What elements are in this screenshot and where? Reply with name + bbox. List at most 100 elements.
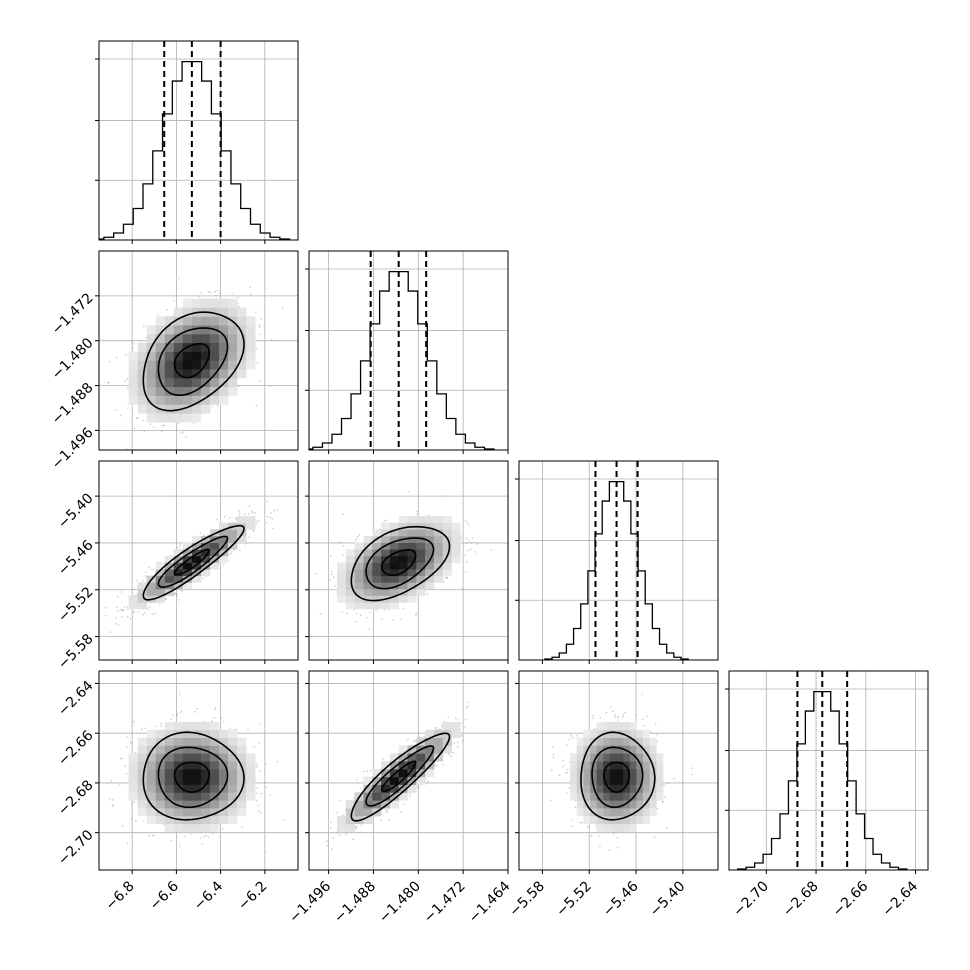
density-cell xyxy=(173,377,184,388)
density-cell xyxy=(173,351,184,361)
density-cell xyxy=(182,316,193,326)
scatter-point xyxy=(355,620,358,623)
density-cell xyxy=(173,395,184,405)
scatter-point xyxy=(127,407,129,409)
density-cell xyxy=(146,369,157,379)
scatter-point xyxy=(123,606,126,608)
scatter-panel-3-1: −1.496−1.488−1.480−1.472−1.464 xyxy=(286,670,514,926)
density-cell xyxy=(398,516,408,524)
scatter-point xyxy=(136,416,139,419)
scatter-point xyxy=(142,613,145,616)
density-cell xyxy=(182,542,193,550)
density-cell xyxy=(173,745,184,754)
density-cell xyxy=(137,753,148,762)
density-cell xyxy=(209,333,220,344)
scatter-point xyxy=(330,821,333,824)
density-cell xyxy=(155,815,166,824)
scatter-point xyxy=(112,804,115,806)
density-cell xyxy=(398,529,408,537)
scatter-point xyxy=(214,290,217,293)
density-cell xyxy=(337,588,347,596)
density-cell xyxy=(228,745,238,754)
density-cell xyxy=(237,536,247,543)
scatter-point xyxy=(417,787,420,789)
scatter-point xyxy=(417,785,420,787)
scatter-point xyxy=(170,839,173,842)
scatter-point xyxy=(314,799,316,801)
density-cell xyxy=(345,588,355,596)
density-cell xyxy=(433,516,444,524)
density-cell xyxy=(200,404,211,414)
density-cell xyxy=(407,529,417,537)
density-cell xyxy=(219,761,229,770)
scatter-point xyxy=(115,606,118,609)
density-cell xyxy=(228,529,238,537)
density-cell xyxy=(228,737,238,746)
scatter-point xyxy=(207,835,210,838)
density-cell xyxy=(246,342,256,352)
density-cell xyxy=(389,542,400,550)
density-cell xyxy=(372,555,382,563)
scatter-point xyxy=(234,517,237,520)
scatter-point xyxy=(229,553,232,555)
density-cell xyxy=(137,377,148,388)
scatter-point xyxy=(474,551,477,553)
scatter-point xyxy=(111,798,114,801)
density-cell xyxy=(228,360,238,370)
scatter-point xyxy=(385,811,388,814)
density-cell xyxy=(155,784,166,793)
scatter-point xyxy=(218,292,221,295)
density-cell xyxy=(128,761,138,770)
density-cell xyxy=(389,595,400,603)
density-cell xyxy=(237,745,247,754)
scatter-point xyxy=(194,711,196,713)
density-cell xyxy=(219,325,229,335)
density-cell xyxy=(155,588,166,596)
density-cell xyxy=(191,745,202,754)
scatter-point xyxy=(131,346,134,349)
density-cell xyxy=(372,562,382,570)
density-cell xyxy=(137,351,148,361)
scatter-point xyxy=(470,542,472,544)
density-cell xyxy=(173,342,184,352)
scatter-point xyxy=(134,819,137,822)
density-cell xyxy=(146,761,157,770)
density-cell xyxy=(137,761,148,770)
scatter-point xyxy=(385,519,388,522)
density-cell xyxy=(137,342,148,352)
density-cell xyxy=(451,555,461,563)
density-cell xyxy=(173,776,184,785)
density-cell xyxy=(191,776,202,785)
density-cell xyxy=(389,536,400,543)
contour-0 xyxy=(173,761,210,794)
scatter-point xyxy=(157,313,160,316)
density-cell xyxy=(173,808,184,817)
scatter-point xyxy=(121,616,123,618)
density-cell xyxy=(372,582,382,590)
density-cell xyxy=(209,808,220,817)
density-cell xyxy=(372,542,382,550)
density-cell xyxy=(173,562,184,570)
scatter-point xyxy=(179,693,181,696)
density-cell xyxy=(155,386,166,396)
scatter-point xyxy=(129,618,132,620)
scatter-point xyxy=(109,360,111,363)
scatter-point xyxy=(258,770,261,773)
density-cell xyxy=(228,298,238,308)
contour-1 xyxy=(157,535,229,588)
scatter-point xyxy=(230,551,233,554)
scatter-point xyxy=(444,576,447,579)
density-cell xyxy=(191,808,202,817)
scatter-point xyxy=(200,292,202,294)
scatter-point xyxy=(380,819,382,822)
density-cell xyxy=(354,542,364,550)
scatter-point xyxy=(126,615,129,618)
density-cell xyxy=(146,386,157,396)
scatter-point xyxy=(151,568,154,571)
density-cell xyxy=(209,316,220,326)
density-cell xyxy=(451,522,461,530)
density-cell xyxy=(425,516,435,524)
density-cell xyxy=(200,562,211,570)
density-cell xyxy=(200,823,211,832)
density-cell xyxy=(425,542,435,550)
